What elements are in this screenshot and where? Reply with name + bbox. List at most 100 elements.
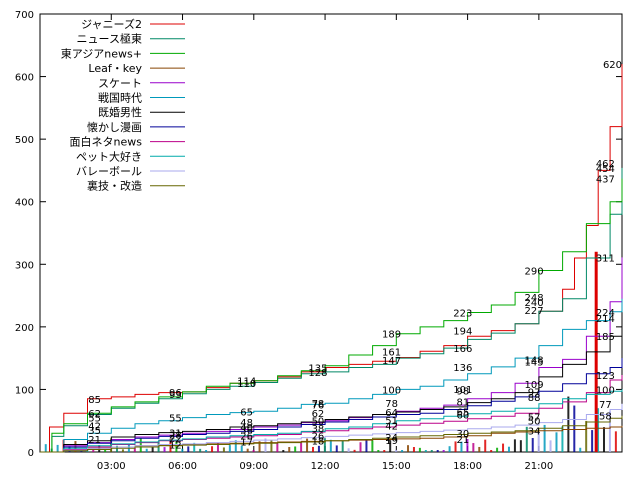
value-label: 62 [88,409,101,420]
activity-bar [116,445,119,452]
activity-bar [317,445,320,452]
value-label: 78 [312,399,325,410]
legend-label: ペット大好き [76,149,142,163]
y-tick-label: 600 [15,73,34,84]
activity-bar [359,442,362,452]
activity-bar [519,440,522,452]
activity-bar [44,444,47,452]
series-line-11 [40,415,623,453]
activity-bar [460,441,463,452]
activity-bar [139,438,142,452]
legend-label: スケート [98,77,142,90]
value-label: 145 [525,357,544,368]
value-label: 65 [240,407,253,418]
value-label: 100 [382,385,401,396]
series-line-2 [40,178,623,453]
value-label: 62 [312,409,325,420]
value-label: 194 [453,327,472,338]
activity-bar [597,408,600,452]
y-tick-label: 300 [15,260,34,271]
value-label: 78 [385,399,398,410]
value-label: 57 [528,412,541,423]
activity-bar [614,431,617,452]
y-tick-label: 500 [15,135,34,146]
value-label: 223 [453,308,472,319]
value-label: 55 [169,414,182,425]
activity-bar [121,449,124,452]
value-label: 128 [308,368,327,379]
value-label: 65 [456,407,469,418]
value-label: 26 [312,432,325,443]
value-label: 185 [596,332,615,343]
legend-label: 戦国時代 [98,92,142,105]
y-tick-label: 200 [15,323,34,334]
activity-bar [92,449,95,452]
activity-bar [329,439,332,452]
value-label: 42 [385,422,398,433]
value-label: 51 [385,416,398,427]
activity-bar [193,442,196,452]
value-label: 12 [169,440,182,451]
value-label: 28 [169,430,182,441]
activity-bar [276,443,279,452]
activity-bar [585,420,588,452]
series-line-7 [40,358,623,453]
value-label: 110 [237,379,256,390]
y-tick-label: 100 [15,385,34,396]
activity-bar [490,450,493,452]
activity-bar [377,450,380,452]
value-label: 166 [453,344,472,355]
activity-bar [56,444,59,452]
activity-bar [608,411,611,452]
activity-bar [472,443,475,452]
activity-bar [133,448,136,452]
value-labels: 8562554235219693553128221211411065484036… [88,60,622,451]
value-label: 148 [525,355,544,366]
value-label: 437 [596,175,615,186]
value-label: 48 [240,418,253,429]
legend-label: 懐かし漫画 [87,120,142,134]
activity-bar [412,447,415,452]
activity-bar [288,446,291,452]
activity-bar [602,427,605,452]
activity-bar [478,446,481,452]
activity-bar [353,449,356,452]
activity-bar [258,441,261,452]
activity-bar [442,450,445,452]
activity-bar [264,438,267,452]
activity-bar [270,439,273,452]
value-label: 26 [240,432,253,443]
activity-bar [579,447,582,452]
activity-bar [335,445,338,452]
legend-label: Leaf・key [88,62,142,75]
legend-label: 面白ネタnews [70,135,143,149]
series-line-9 [40,389,623,453]
value-label: 290 [525,267,544,278]
value-label: 101 [453,385,472,396]
activity-bar [573,405,576,452]
activity-bar [181,448,184,452]
value-label: 24 [385,433,398,444]
x-tick-label: 03:00 [97,461,126,472]
activity-bar [407,445,410,452]
value-label: 85 [88,395,101,406]
value-label: 93 [169,390,182,401]
value-label: 114 [237,377,256,388]
activity-bar [395,449,398,452]
y-tick-label: 400 [15,198,34,209]
value-label: 38 [312,424,325,435]
value-label: 136 [453,363,472,374]
activity-bar [282,450,285,452]
legend-label: 既婚男性 [98,105,142,119]
activity-bar [389,440,392,452]
value-label: 100 [596,385,615,396]
activity-bar [466,438,469,452]
activity-bar [484,439,487,452]
value-label: 22 [169,434,182,445]
activity-bar [567,396,570,452]
activity-bar [216,442,219,452]
value-label: 64 [385,408,398,419]
y-tick-label: 0 [28,448,34,459]
value-label: 50 [312,417,325,428]
